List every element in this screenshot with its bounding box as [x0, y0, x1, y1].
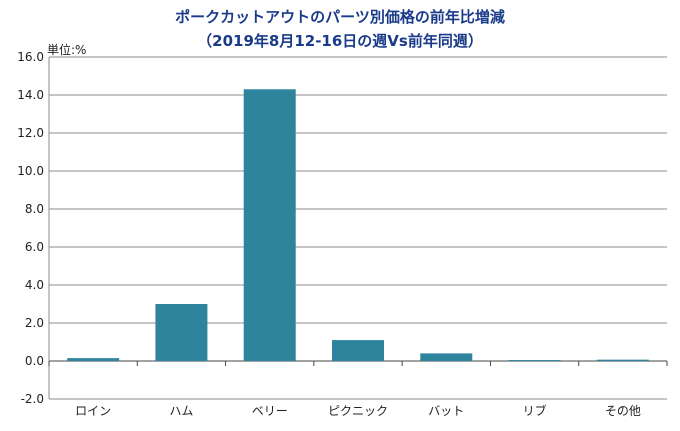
y-tick-label: 2.0 — [25, 316, 44, 330]
bar — [243, 89, 296, 362]
y-tick-label: 6.0 — [25, 240, 44, 254]
unit-label: 単位:% — [47, 43, 87, 57]
x-tick-label: ベリー — [252, 404, 288, 418]
y-tick-label: 8.0 — [25, 202, 44, 216]
x-tick-label: リブ — [523, 403, 547, 418]
x-tick-label: その他 — [605, 404, 641, 418]
bar — [420, 353, 473, 361]
bar — [332, 340, 384, 361]
bar — [508, 360, 561, 362]
x-tick-label: ロイン — [75, 404, 111, 418]
chart-title: ポークカットアウトのパーツ別価格の前年比増減 — [175, 8, 505, 26]
y-tick-label: 16.0 — [17, 50, 44, 64]
y-tick-label: -2.0 — [21, 392, 44, 406]
x-tick-label: ピクニック — [328, 404, 388, 418]
bar — [67, 358, 120, 361]
y-tick-label: 14.0 — [17, 88, 44, 102]
y-tick-label: 10.0 — [17, 164, 44, 178]
bar — [155, 304, 208, 361]
chart-subtitle: （2019年8月12-16日の週Vs前年同週） — [197, 32, 483, 50]
x-tick-label: ハム — [169, 404, 193, 418]
y-tick-label: 12.0 — [17, 126, 44, 140]
y-tick-label: 4.0 — [25, 278, 44, 292]
y-tick-label: 0.0 — [25, 354, 44, 368]
x-tick-label: バット — [428, 404, 464, 418]
bar — [596, 359, 649, 361]
